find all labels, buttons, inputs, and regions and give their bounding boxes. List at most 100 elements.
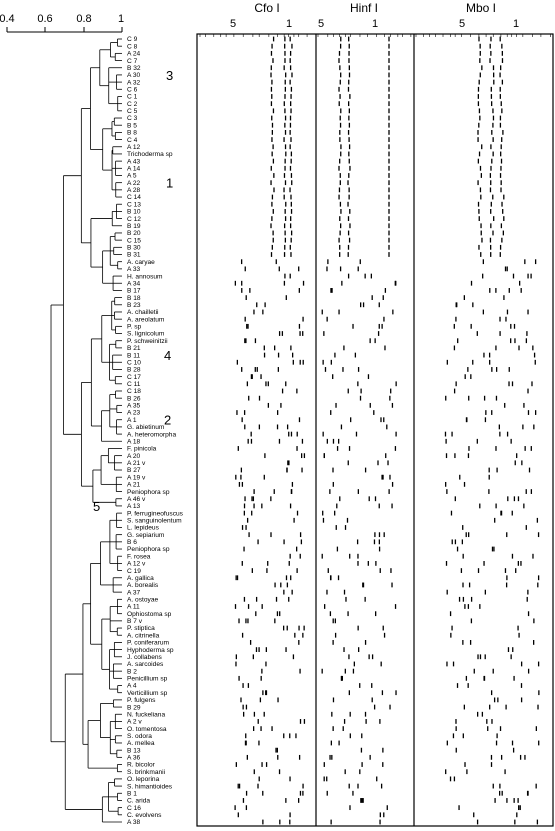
- taxon-label: B 29: [127, 704, 141, 711]
- panel-title: Mbo I: [466, 1, 496, 15]
- taxon-label: O. tomentosa: [127, 726, 167, 733]
- taxon-label: Ophiostoma sp: [127, 611, 172, 618]
- taxon-label: R. bicolor: [127, 762, 156, 769]
- taxon-label: Hyphoderma sp: [127, 647, 174, 654]
- taxon-label: A 35: [127, 403, 141, 410]
- taxon-label: Penicillium sp: [127, 676, 168, 683]
- taxon-label: A. sarcoides: [127, 661, 164, 668]
- taxon-label: A 20: [127, 453, 141, 460]
- taxon-label: B 2: [127, 668, 137, 675]
- taxon-label: B 19: [127, 223, 141, 230]
- taxon-label: L. lepideus: [127, 525, 160, 532]
- taxon-label: F. pinicola: [127, 446, 157, 453]
- taxon-label: P. sp: [127, 324, 142, 331]
- taxon-label: B 8: [127, 130, 137, 137]
- taxon-label: A 19 v: [127, 474, 146, 481]
- scale-tick-label: 0.8: [76, 13, 91, 25]
- taxon-label: A 1: [127, 417, 137, 424]
- taxon-label: B 26: [127, 395, 141, 402]
- taxon-label: A 18: [127, 438, 141, 445]
- gel-panel-cfo: Cfo I 5 1: [230, 1, 292, 30]
- taxon-label: P. ferrugineofuscus: [127, 510, 184, 517]
- taxon-label: A 22: [127, 180, 141, 187]
- panel-tick-label: 5: [230, 18, 236, 30]
- taxon-label: C 1: [127, 94, 138, 101]
- gel-scale-ticks: [199, 34, 551, 37]
- taxon-label: A 5: [127, 173, 137, 180]
- taxon-label: A 11: [127, 604, 140, 611]
- taxon-label: B 28: [127, 367, 141, 374]
- group-marker-label: 3: [166, 68, 173, 83]
- taxon-label: Peniophora sp: [127, 546, 170, 553]
- group-marker-label: 5: [93, 499, 100, 514]
- taxon-label: A 32: [127, 79, 141, 86]
- taxon-label: B 21: [127, 345, 141, 352]
- taxon-label: P. fulgens: [127, 697, 156, 704]
- group-marker-label: 1: [166, 176, 173, 191]
- taxon-label: A 12 v: [127, 561, 146, 568]
- taxon-label: A. areolatum: [127, 316, 165, 323]
- panel-tick-label: 1: [286, 18, 292, 30]
- taxon-label: C 4: [127, 137, 138, 144]
- taxon-label: A 46 v: [127, 496, 146, 503]
- taxon-label: A 23: [127, 410, 141, 417]
- taxon-label: B 13: [127, 747, 141, 754]
- taxon-label: A 30: [127, 72, 141, 79]
- group-marker-label: 2: [164, 413, 171, 428]
- taxon-label: C 8: [127, 43, 138, 50]
- taxon-label: A. citrinella: [127, 632, 160, 639]
- panel-title: Hinf I: [350, 1, 378, 15]
- scale-tick-label: 0.4: [0, 13, 15, 25]
- taxon-label: C. arida: [127, 798, 150, 805]
- taxon-label: N. fuckeliana: [127, 711, 165, 718]
- taxon-label: A. caryae: [127, 259, 155, 266]
- scale-tick-label: 1: [118, 13, 124, 25]
- gel-panel-frame: [196, 33, 554, 827]
- taxon-label: P. schweinitzii: [127, 338, 168, 345]
- taxon-label: A 43: [127, 158, 141, 165]
- taxon-label: B 18: [127, 295, 141, 302]
- dendrogram-scale: 0.4 0.6 0.8 1: [0, 13, 124, 33]
- taxon-label: Peniophora sp: [127, 489, 170, 496]
- taxon-label: G. abietinum: [127, 424, 165, 431]
- taxon-label: B 1: [127, 790, 137, 797]
- taxon-label: B 5: [127, 122, 137, 129]
- taxon-label: C 16: [127, 805, 141, 812]
- band-pattern: [234, 36, 540, 825]
- group-marker-label: 4: [164, 348, 171, 363]
- panel-tick-label: 5: [459, 18, 465, 30]
- taxon-label: B 30: [127, 245, 141, 252]
- taxon-label: A 14: [127, 166, 141, 173]
- taxon-label: A 38: [127, 819, 141, 826]
- taxon-label: C. evolvens: [127, 812, 162, 819]
- taxon-label: C 11: [127, 381, 141, 388]
- taxon-label: B 7 v: [127, 618, 143, 625]
- taxon-label: B 11: [127, 352, 140, 359]
- taxon-label: C 12: [127, 216, 141, 223]
- taxon-label: A 21: [127, 482, 141, 489]
- scale-tick-label: 0.6: [37, 13, 52, 25]
- taxon-label: B 23: [127, 302, 141, 309]
- taxon-label: O. leporina: [127, 776, 160, 783]
- taxon-label: A 34: [127, 280, 141, 287]
- taxon-label: S. brinkmanii: [127, 769, 166, 776]
- taxon-label: C 3: [127, 115, 138, 122]
- taxon-label: B 17: [127, 288, 141, 295]
- dendrogram-tree: [50, 38, 122, 823]
- taxon-label: Verticillium sp: [127, 690, 168, 697]
- taxon-label: A 4: [127, 683, 137, 690]
- taxon-label: C 17: [127, 374, 141, 381]
- taxon-label: C 14: [127, 194, 141, 201]
- taxon-label: C 18: [127, 388, 141, 395]
- taxon-label: A 33: [127, 266, 141, 273]
- taxon-label: B 10: [127, 209, 141, 216]
- taxon-label: A. borealis: [127, 582, 159, 589]
- taxon-label: A 13: [127, 503, 141, 510]
- taxon-label: C 6: [127, 86, 138, 93]
- panel-title: Cfo I: [254, 1, 279, 15]
- taxon-label: B 31: [127, 252, 141, 259]
- taxon-label: A 12: [127, 144, 141, 151]
- taxon-label: H. annosum: [127, 273, 163, 280]
- taxon-label: C 10: [127, 359, 141, 366]
